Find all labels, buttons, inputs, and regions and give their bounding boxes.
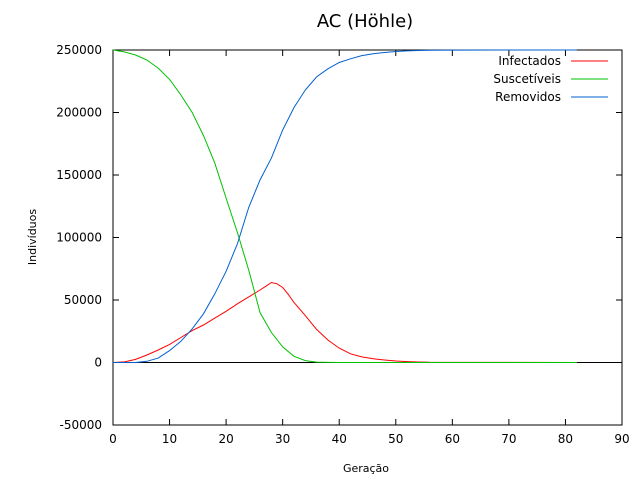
- y-tick-label: 100000: [56, 231, 102, 245]
- x-tick-label: 90: [614, 432, 629, 446]
- plot-border: [112, 49, 623, 426]
- legend-label: Removidos: [495, 90, 561, 104]
- chart-title: AC (Höhle): [317, 11, 413, 32]
- y-tick-label: 150000: [56, 168, 102, 182]
- series-lines: [112, 49, 577, 363]
- series-line-removidos: [113, 49, 577, 363]
- y-tick-label: -50000: [59, 418, 102, 432]
- x-tick-label: 70: [501, 432, 516, 446]
- series-line-suscet-veis: [112, 49, 577, 363]
- x-tick-label: 0: [109, 432, 117, 446]
- plot-frame: [112, 49, 623, 426]
- y-axis-label: Indivíduos: [26, 209, 39, 266]
- x-tick-label: 10: [162, 432, 177, 446]
- y-tick-label: 250000: [56, 43, 102, 57]
- legend: Infectados Suscetíveis Removidos: [493, 54, 608, 104]
- y-tick-label: 50000: [64, 293, 102, 307]
- y-tick-label: 0: [94, 356, 102, 370]
- x-tick-label: 30: [275, 432, 290, 446]
- x-tick-label: 80: [558, 432, 573, 446]
- legend-label: Infectados: [498, 54, 561, 68]
- y-tick-label: 200000: [56, 106, 102, 120]
- series-line-infectados: [112, 281, 577, 363]
- x-tick-label: 50: [388, 432, 403, 446]
- x-tick-label: 20: [218, 432, 233, 446]
- x-axis-label: Geração: [343, 462, 389, 475]
- legend-label: Suscetíveis: [493, 72, 561, 86]
- x-tick-label: 40: [332, 432, 347, 446]
- x-tick-label: 60: [445, 432, 460, 446]
- axis-ticks: 0 10 20 30 40 50 60 70 80 90 -50000 0 50000 100000 150…: [56, 43, 629, 446]
